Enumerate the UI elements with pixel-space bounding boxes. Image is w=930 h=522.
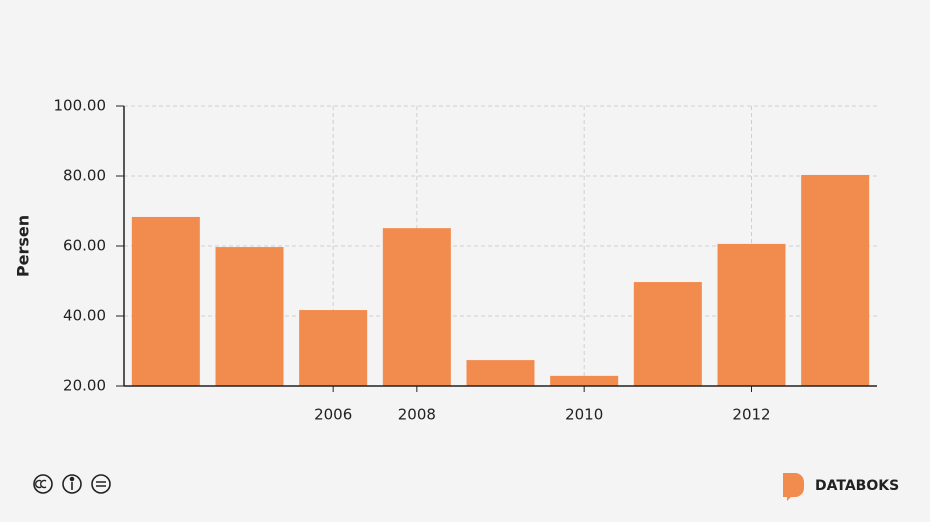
x-tick-label: 2012 xyxy=(732,406,770,424)
y-tick-label: 40.00 xyxy=(63,307,106,325)
bar xyxy=(215,247,284,386)
y-axis-label: Persen xyxy=(14,215,33,277)
bar xyxy=(550,375,619,386)
y-tick-label: 20.00 xyxy=(63,377,106,395)
y-tick-label: 100.00 xyxy=(54,97,107,115)
bar xyxy=(717,243,786,386)
bar xyxy=(131,216,200,386)
bar xyxy=(801,174,870,386)
license-icons xyxy=(33,474,111,494)
bar xyxy=(633,282,702,386)
x-tick-label: 2008 xyxy=(398,406,436,424)
bar xyxy=(466,360,535,386)
bars xyxy=(131,174,870,386)
brand-logo xyxy=(783,473,804,501)
y-tick-label: 80.00 xyxy=(63,167,106,185)
bar xyxy=(382,228,451,386)
x-tick-label: 2006 xyxy=(314,406,352,424)
x-tick-label: 2010 xyxy=(565,406,603,424)
brand-name: DATABOKS xyxy=(815,478,899,494)
y-tick-label: 60.00 xyxy=(63,237,106,255)
bar xyxy=(299,310,368,386)
